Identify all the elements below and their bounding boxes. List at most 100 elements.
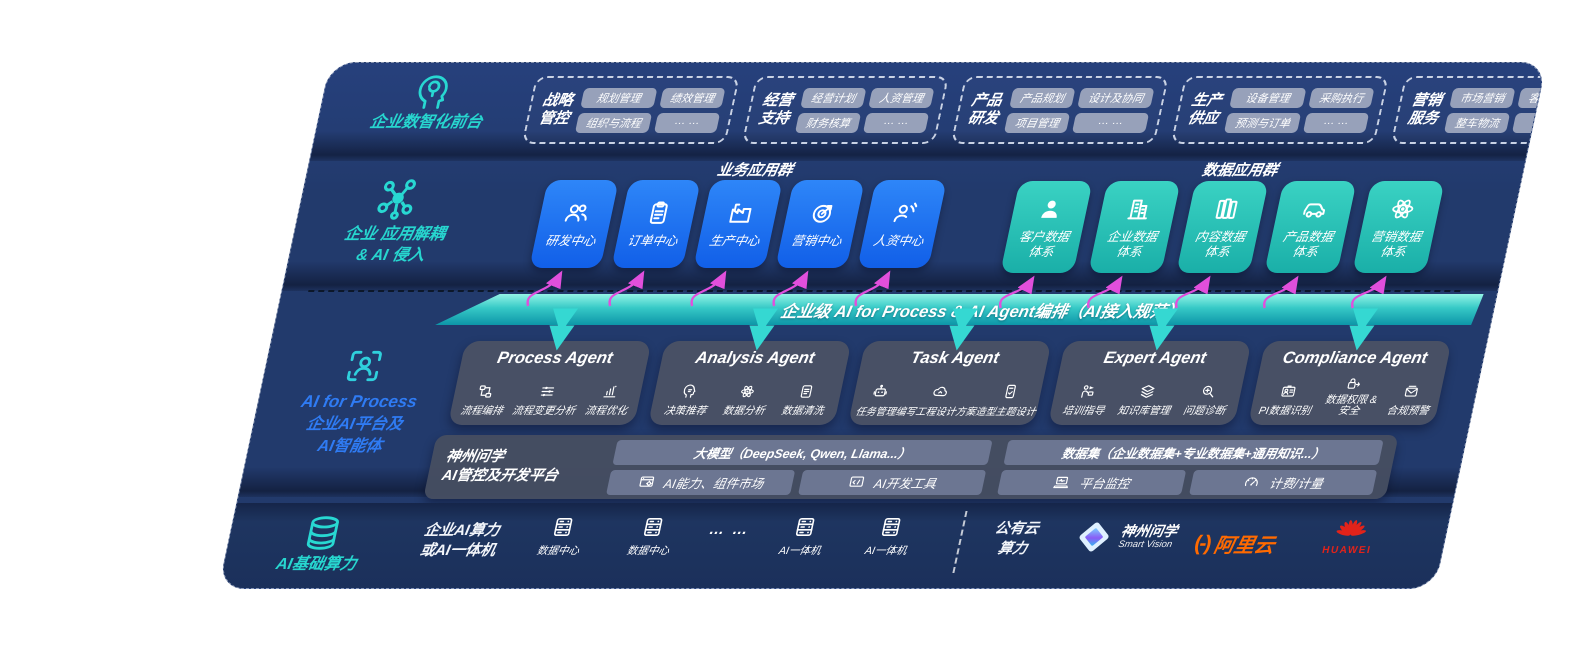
capability-chip: … … bbox=[1512, 112, 1548, 133]
capability-chip: 组织与流程 bbox=[575, 112, 653, 133]
permission-lock-icon bbox=[1344, 375, 1365, 392]
decoupling-label-line2: & AI 侵入 bbox=[354, 246, 427, 264]
group-title: 经营 bbox=[761, 92, 795, 109]
card-marketing-data: 营销数据 体系 bbox=[1352, 181, 1445, 273]
capability-chip: … … bbox=[654, 112, 721, 133]
person-frame-icon bbox=[340, 346, 389, 386]
task-agent-box: Task Agent 任务管理 编写工程设计方案 造型主题设计 bbox=[847, 341, 1052, 425]
group-title: 营销 bbox=[1410, 92, 1444, 109]
platform-monitor-cell: 平台监控 bbox=[997, 469, 1186, 495]
capability-chip: 客户关系 bbox=[1517, 87, 1548, 108]
node-ai-appliance-2: AI一体机 bbox=[864, 515, 915, 558]
dataset-header: 数据集（企业数据集+专业数据集+通用知识...） bbox=[1003, 439, 1384, 465]
group-operation-support: 经营 支持 经营计划 人资管理 财务核算 … … bbox=[741, 76, 950, 144]
layer-dashed-line bbox=[308, 290, 1461, 292]
analysis-agent-box: Analysis Agent 决策推荐 数据分析 数据清洗 bbox=[647, 341, 852, 425]
group-marketing-service: 营销服务 市场营销 客户关系 整车物流 … … bbox=[1390, 76, 1548, 144]
optimize-chart-icon bbox=[600, 383, 621, 400]
training-icon bbox=[1077, 383, 1098, 400]
infra-band: AI基础算力 企业AI算力 或AI一体机 数据中心 数据中心 … … AI一体机… bbox=[219, 503, 1453, 588]
ai-platform-label-line1: 企业AI平台及 bbox=[304, 415, 405, 433]
decoupling-label-line1: 企业 应用解耦 bbox=[342, 226, 447, 243]
card-production-center: 生产中心 bbox=[693, 180, 783, 268]
books-icon bbox=[1209, 195, 1243, 223]
agent-boxes: Process Agent 流程编排 流程变更分析 流程优化 Analysis … bbox=[447, 341, 1452, 425]
workflow-icon bbox=[475, 383, 496, 400]
molecule-icon bbox=[369, 175, 427, 223]
agent-title: Expert Agent bbox=[1102, 349, 1209, 367]
ai-platform-label-line2: AI智能体 bbox=[316, 437, 384, 455]
front-office-groups: 战略 管控 规划管理 绩效管理 组织与流程 … … 经营 支持 经营计划 人资管理 … bbox=[521, 76, 1548, 144]
public-cloud-label-line2: 算力 bbox=[996, 541, 1029, 558]
capability-chip: 项目管理 bbox=[1004, 112, 1071, 133]
smartvision-logo: 神州问学 Smart Vision bbox=[1072, 519, 1180, 555]
node-datacenter-1: 数据中心 bbox=[536, 515, 587, 558]
server-icon bbox=[549, 515, 578, 539]
ellipsis: … … bbox=[707, 521, 752, 538]
document-icon bbox=[796, 383, 817, 400]
alibaba-bracket-icon: (-) bbox=[1192, 531, 1213, 555]
expert-agent-box: Expert Agent 培训指导 知识库管理 问题诊断 bbox=[1047, 341, 1252, 425]
dataset-section: 数据集（企业数据集+专业数据集+通用知识...） 平台监控 计费/计量 bbox=[997, 439, 1384, 495]
group-title: 产品 bbox=[970, 92, 1004, 109]
person-icon bbox=[1033, 195, 1067, 223]
compute-label-line1: 企业AI算力 bbox=[422, 522, 502, 539]
component-market-icon bbox=[635, 473, 657, 491]
cloud-edit-icon bbox=[930, 383, 951, 400]
capability-chip: … … bbox=[1072, 112, 1150, 133]
card-rnd-center: 研发中心 bbox=[529, 180, 619, 268]
large-model-header: 大模型（DeepSeek, Qwen, Llama...） bbox=[612, 439, 993, 465]
card-customer-data: 客户数据 体系 bbox=[1000, 181, 1093, 273]
alert-mail-icon bbox=[1402, 383, 1423, 400]
capability-chip: 产品规划 bbox=[1009, 87, 1076, 108]
agent-title: Analysis Agent bbox=[693, 349, 817, 367]
process-agent-box: Process Agent 流程编排 流程变更分析 流程优化 bbox=[447, 341, 652, 425]
card-marketing-center: 营销中心 bbox=[775, 180, 865, 268]
ai-dev-tools-cell: AI开发工具 bbox=[797, 469, 987, 495]
server-icon bbox=[639, 515, 668, 539]
capability-chip: 整车物流 bbox=[1444, 112, 1511, 133]
business-app-cards: 研发中心 订单中心 生产中心 营销中心 人资中心 bbox=[529, 180, 947, 268]
capability-chip: 采购执行 bbox=[1308, 87, 1375, 108]
decision-head-icon bbox=[679, 383, 700, 400]
design-pad-icon bbox=[1000, 383, 1021, 400]
capability-chip: 人资管理 bbox=[868, 87, 935, 108]
agent-title: Compliance Agent bbox=[1281, 349, 1430, 367]
alibaba-cloud-logo: (-) 阿里云 bbox=[1192, 529, 1278, 558]
capability-chip: 市场营销 bbox=[1449, 87, 1516, 108]
smartvision-sub: Smart Vision bbox=[1117, 539, 1174, 551]
front-office-label: 企业数智化前台 bbox=[368, 114, 484, 131]
agent-title: Process Agent bbox=[495, 349, 615, 367]
group-strategy-control: 战略 管控 规划管理 绩效管理 组织与流程 … … bbox=[521, 76, 741, 144]
ai-bus-label: 企业级 AI for Process & AI Agent编排（AI接入规范） bbox=[778, 302, 1185, 321]
capability-chip: 设备管理 bbox=[1229, 87, 1307, 108]
platform-name: AI管控及开发平台 bbox=[440, 468, 560, 484]
group-title: 生产 bbox=[1190, 92, 1224, 109]
model-section: 大模型（DeepSeek, Qwen, Llama...） AI能力、组件市场 … bbox=[606, 439, 993, 495]
business-app-group-header: 业务应用群 bbox=[715, 162, 795, 179]
diagnose-icon bbox=[1198, 383, 1219, 400]
group-title: 战略 bbox=[541, 92, 575, 109]
capability-chip: 预测与订单 bbox=[1224, 112, 1302, 133]
node-datacenter-2: 数据中心 bbox=[626, 515, 677, 558]
card-order-center: 订单中心 bbox=[611, 180, 701, 268]
target-icon bbox=[805, 199, 839, 227]
ai-governance-platform: 神州问学 AI管控及开发平台 大模型（DeepSeek, Qwen, Llama… bbox=[423, 435, 1399, 499]
compliance-agent-box: Compliance Agent PI数据识别 数据权限 & 安全 合规预警 bbox=[1247, 341, 1452, 425]
id-card-icon bbox=[1279, 383, 1300, 400]
group-product-rnd: 产品 研发 产品规划 设计及协同 项目管理 … … bbox=[950, 76, 1170, 144]
huawei-logo: HUAWEI bbox=[1321, 515, 1379, 556]
compute-label-line2: 或AI一体机 bbox=[418, 542, 497, 560]
capability-chip: 绩效管理 bbox=[659, 87, 726, 108]
platform-monitor-icon bbox=[1051, 473, 1073, 491]
server-icon bbox=[876, 515, 905, 539]
database-icon bbox=[299, 513, 348, 553]
card-product-data: 产品数据 体系 bbox=[1264, 181, 1357, 273]
ai-component-market-cell: AI能力、组件市场 bbox=[606, 469, 795, 495]
ai-for-process-label: AI for Process bbox=[299, 392, 419, 411]
capability-chip: 财务核算 bbox=[795, 112, 862, 133]
car-icon bbox=[1297, 195, 1331, 223]
head-brain-icon bbox=[406, 69, 459, 113]
huawei-name: HUAWEI bbox=[1320, 545, 1373, 556]
dev-tools-icon bbox=[846, 473, 868, 491]
